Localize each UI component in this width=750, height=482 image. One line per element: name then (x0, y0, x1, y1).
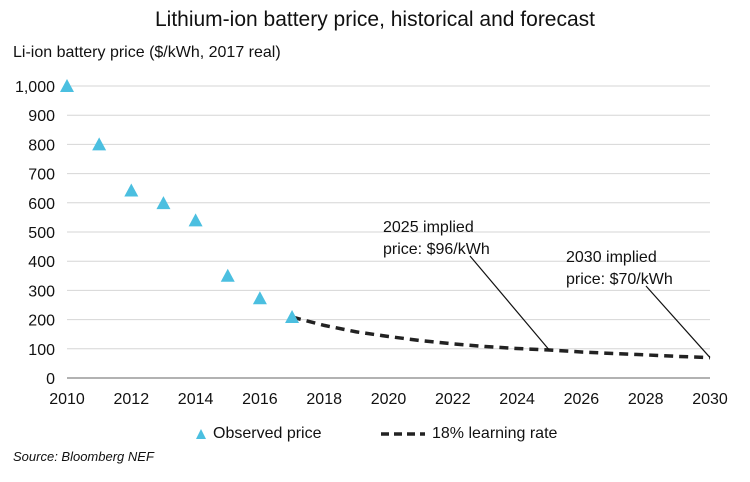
y-axis-label: Li-ion battery price ($/kWh, 2017 real) (13, 44, 281, 61)
annotation-text: 2030 implied (566, 249, 657, 266)
y-tick-label: 900 (28, 108, 55, 125)
observed-price-point (188, 213, 203, 227)
observed-price-point (156, 196, 171, 210)
legend-item-observed: Observed price (195, 425, 322, 443)
legend-label-observed: Observed price (213, 425, 322, 442)
x-tick-label: 2010 (49, 391, 85, 408)
chart-legend: Observed price 18% learning rate (0, 425, 750, 447)
y-tick-label: 600 (28, 196, 55, 213)
observed-price-point (92, 137, 107, 151)
x-tick-label: 2016 (242, 391, 278, 408)
y-tick-label: 0 (46, 371, 55, 388)
y-tick-label: 700 (28, 167, 55, 184)
observed-price-point (60, 79, 74, 92)
forecast-line (291, 315, 711, 360)
annotation-text: 2025 implied (383, 219, 474, 236)
x-tick-label: 2014 (178, 391, 214, 408)
legend-item-forecast: 18% learning rate (380, 425, 557, 443)
y-tick-label: 1,000 (15, 79, 55, 96)
x-tick-label: 2024 (499, 391, 535, 408)
observed-price-point (124, 183, 139, 197)
y-tick-label: 200 (28, 313, 55, 330)
x-tick-label: 2028 (628, 391, 664, 408)
annotation-text: price: $96/kWh (383, 241, 490, 258)
x-tick-label: 2026 (564, 391, 600, 408)
x-tick-label: 2030 (692, 391, 728, 408)
annotation-leader-line (645, 285, 711, 358)
source-note: Source: Bloomberg NEF (13, 449, 154, 464)
observed-price-point (220, 268, 235, 282)
y-tick-label: 100 (28, 342, 55, 359)
chart-title: Lithium-ion battery price, historical an… (154, 8, 596, 31)
x-tick-label: 2012 (114, 391, 150, 408)
annotation-text: price: $70/kWh (566, 271, 673, 288)
x-tick-label: 2020 (371, 391, 407, 408)
legend-label-forecast: 18% learning rate (432, 425, 558, 442)
observed-price-point (285, 309, 300, 323)
observed-price-point (252, 291, 267, 305)
triangle-marker-icon (196, 429, 206, 439)
x-tick-label: 2022 (435, 391, 471, 408)
dashed-line-icon (381, 432, 425, 436)
y-tick-label: 400 (28, 254, 55, 271)
annotation-leader-line (469, 255, 550, 351)
x-tick-label: 2018 (306, 391, 342, 408)
y-tick-label: 500 (28, 225, 55, 242)
y-tick-label: 800 (28, 137, 55, 154)
y-tick-label: 300 (28, 283, 55, 300)
